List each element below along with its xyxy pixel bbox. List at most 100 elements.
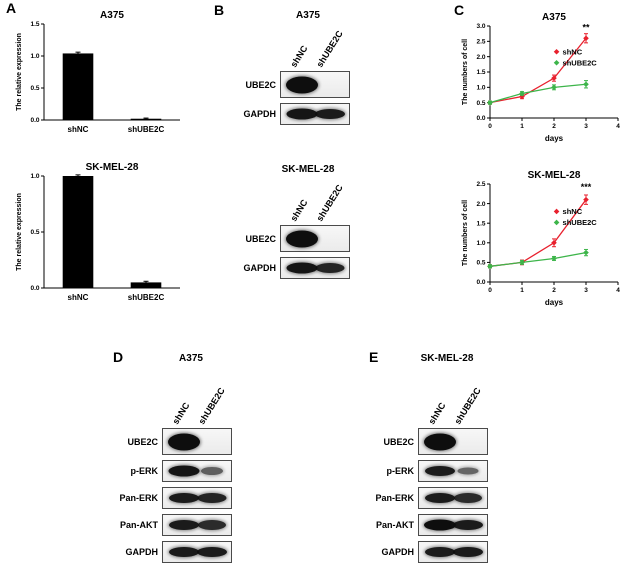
y-tick-label: 0.5 [476,260,485,267]
protein-label-GAPDH: GAPDH [243,263,276,273]
protein-band [457,467,479,475]
protein-band [169,520,199,530]
lane-labels: shNC shUBE2C [240,23,352,71]
data-point-shUBE2C [583,249,589,256]
series-line-shUBE2C [489,83,587,104]
blot-lane-box [162,460,232,482]
blot-row-p-ERK: p-ERK [116,460,238,482]
protein-band [197,547,227,557]
protein-band [315,263,345,273]
blot-row-GAPDH: GAPDH [116,541,238,563]
lane-label-shNC: shNC [426,400,448,426]
data-point-shUBE2C [583,81,589,88]
blot-lane-box [280,71,350,98]
protein-band [315,109,345,119]
blot-row-GAPDH: GAPDH [240,257,352,279]
bar-shNC [62,53,94,120]
y-tick-label: 2.5 [476,39,485,46]
protein-label-GAPDH: GAPDH [125,547,158,557]
x-tick-label: 4 [616,287,620,294]
x-category-label: shNC [68,125,89,134]
bar-chart-a375-ube2c-expression: A375 0.0 0.5 1.0 1.5 The relative expression s… [12,8,190,136]
y-tick-label: 1.0 [476,85,485,92]
x-tick-label: 3 [584,287,588,294]
blot-row-UBE2C: UBE2C [240,225,352,252]
lane-label-shNC: shNC [170,400,192,426]
lane-labels: shNC shUBE2C [240,177,352,225]
x-tick-label: 1 [520,123,524,130]
chart-title: A375 [542,12,566,23]
blot-lane-box [418,487,488,509]
blot-lane-box [162,487,232,509]
line-a375-svg: A375 0.0 0.5 1.0 1.5 2.0 2.5 3.0 The numbers of … [462,12,620,143]
protein-label-Pan-AKT: Pan-AKT [376,520,414,530]
x-tick-label: 2 [552,287,556,294]
bar-a375-svg: A375 0.0 0.5 1.0 1.5 The relative expression s… [16,10,180,134]
protein-band [168,465,200,477]
x-axis-label: days [545,298,564,307]
panel-label-B: B [214,2,225,18]
blot-lane-box [162,428,232,455]
western-blot-b-a375: A375 shNC shUBE2C UBE2C GAPDH [240,10,352,130]
lane-label-shNC: shNC [288,197,310,223]
lane-label-shUBE2C: shUBE2C [452,385,484,426]
lane-labels: shNC shUBE2C [372,366,494,428]
blot-lane-box [418,460,488,482]
blot-row-Pan-AKT: Pan-AKT [372,514,494,536]
blot-row-UBE2C: UBE2C [240,71,352,98]
legend-label-shUBE2C: shUBE2C [563,58,598,67]
y-axis-label: The numbers of cell [462,200,469,266]
protein-band [425,466,455,476]
bar-shNC [62,176,94,288]
y-axis-label: The relative expression [16,193,23,271]
panel-label-E: E [369,349,379,365]
panel-label-C: C [454,2,465,18]
protein-band [453,547,483,557]
blot-row-Pan-ERK: Pan-ERK [372,487,494,509]
bar-shUBE2C [130,282,162,288]
protein-label-GAPDH: GAPDH [243,109,276,119]
y-axis-label: The relative expression [16,33,23,111]
lane-label-shNC: shNC [288,43,310,69]
x-tick-label: 0 [488,123,492,130]
data-point-shUBE2C [487,99,493,106]
line-chart-skmel28-proliferation: SK-MEL-28 0.0 0.5 1.0 1.5 2.0 2.5 The numbers o… [458,168,624,308]
x-tick-label: 2 [552,123,556,130]
y-tick-label: 1.0 [30,53,39,60]
protein-label-Pan-AKT: Pan-AKT [120,520,158,530]
protein-label-UBE2C: UBE2C [245,79,276,90]
x-tick-label: 4 [616,123,620,130]
protein-band [168,433,200,450]
line-chart-a375-proliferation: A375 0.0 0.5 1.0 1.5 2.0 2.5 3.0 The numbers of … [458,10,624,144]
blot-row-Pan-AKT: Pan-AKT [116,514,238,536]
protein-band [454,493,482,503]
protein-band [197,493,227,503]
x-tick-label: 3 [584,123,588,130]
cell-line-title: SK-MEL-28 [420,353,474,364]
x-category-label: shUBE2C [128,125,165,134]
significance-annotation: ** [582,23,590,33]
y-tick-label: 0.5 [476,100,485,107]
legend-label-shUBE2C: shUBE2C [563,218,598,227]
y-tick-label: 0.5 [30,229,39,236]
blot-lane-box [418,541,488,563]
x-tick-label: 1 [520,287,524,294]
protein-label-p-ERK: p-ERK [130,466,159,476]
blot-row-UBE2C: UBE2C [372,428,494,455]
protein-band [169,493,199,503]
blot-row-UBE2C: UBE2C [116,428,238,455]
protein-band [169,547,199,557]
y-tick-label: 1.5 [476,69,485,76]
x-category-label: shUBE2C [128,293,165,302]
protein-label-Pan-ERK: Pan-ERK [119,493,158,503]
blot-lane-box [280,257,350,279]
series-line-shNC [489,37,587,104]
series-line-shUBE2C [489,251,587,267]
protein-band [425,493,455,503]
protein-label-Pan-ERK: Pan-ERK [375,493,414,503]
cell-line-title: SK-MEL-28 [281,164,335,175]
y-tick-label: 0.0 [30,285,39,292]
protein-band [286,108,318,120]
protein-band [286,76,318,93]
